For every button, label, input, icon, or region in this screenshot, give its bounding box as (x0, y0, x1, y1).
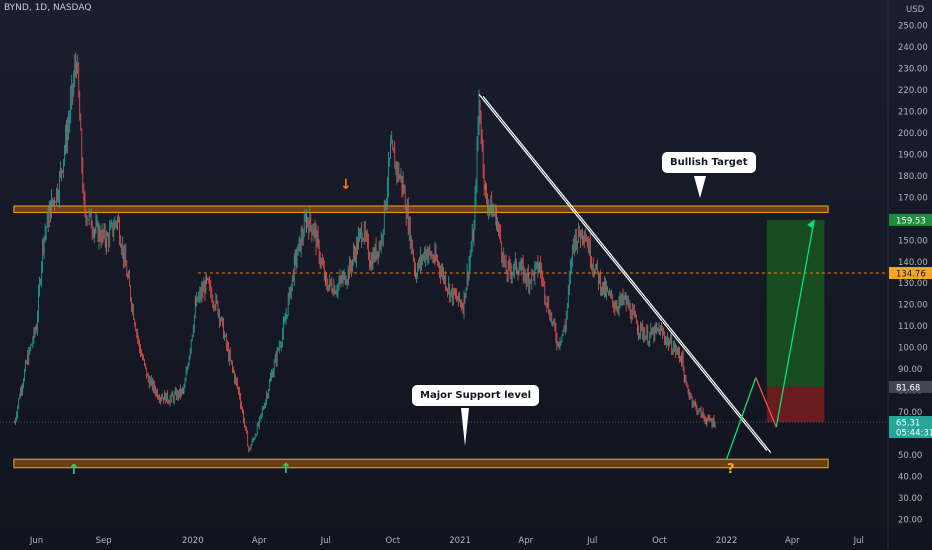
x-tick-label: 2022 (716, 536, 738, 546)
y-tick-label: 230.00 (898, 65, 928, 75)
projection-target-leg (775, 219, 815, 428)
trendline-upper (478, 94, 768, 451)
x-tick-label: Oct (386, 536, 401, 546)
x-tick-label: Jul (586, 536, 597, 546)
currency-label: USD (906, 5, 925, 15)
price-tag-dashed-level (889, 267, 932, 280)
y-tick-label: 210.00 (898, 108, 928, 118)
price-tag-label-last: 65.31 (896, 419, 920, 429)
price-tag-label-dashed-level: 134.76 (896, 270, 926, 280)
y-tick-label: 40.00 (898, 472, 922, 482)
y-tick-label: 140.00 (898, 258, 928, 268)
price-tag-last (889, 416, 932, 429)
major-support-callout-pointer (461, 408, 469, 446)
stop-zone (766, 386, 825, 423)
price-tag-label-stop: 81.68 (896, 383, 920, 393)
y-tick-label: 130.00 (898, 279, 928, 289)
support-zone (13, 458, 829, 469)
x-tick-label: Apr (518, 536, 533, 546)
y-tick-label: 50.00 (898, 451, 922, 461)
x-tick-label: Sep (96, 536, 112, 546)
y-tick-label: 120.00 (898, 301, 928, 311)
y-tick-label: 250.00 (898, 22, 928, 32)
ticker-label: BYND, 1D, NASDAQ (4, 3, 92, 13)
y-tick-label: 30.00 (898, 494, 922, 504)
x-tick-label: Jul (320, 536, 331, 546)
x-tick-label: 2021 (449, 536, 471, 546)
question-mark-icon: ? (727, 462, 735, 477)
x-tick-label: Jun (29, 536, 43, 546)
green-up-arrow-icon: ↑ (68, 462, 80, 478)
projection-rise (725, 377, 757, 460)
x-tick-label: Apr (785, 536, 800, 546)
major-support-callout: Major Support level (412, 385, 540, 406)
y-tick-label: 70.00 (898, 408, 922, 418)
green-up-arrow-icon: ↑ (280, 461, 292, 477)
trendline-lower (482, 96, 772, 453)
resistance-zone (13, 205, 829, 213)
y-tick-label: 150.00 (898, 236, 928, 246)
x-tick-label: 2020 (182, 536, 204, 546)
orange-down-arrow-icon: ↓ (340, 177, 352, 193)
y-tick-label: 90.00 (898, 365, 922, 375)
y-tick-label: 220.00 (898, 86, 928, 96)
y-tick-label: 180.00 (898, 172, 928, 182)
y-tick-label: 190.00 (898, 150, 928, 160)
x-tick-label: Oct (652, 536, 667, 546)
x-tick-label: Apr (252, 536, 267, 546)
y-tick-label: 240.00 (898, 43, 928, 53)
projection-pullback (755, 377, 777, 428)
y-tick-label: 20.00 (898, 515, 922, 525)
x-tick-label: Jul (853, 536, 864, 546)
price-tag-label-countdown: 05:44:31 (896, 429, 932, 439)
bullish-target-callout: Bullish Target (662, 152, 756, 173)
price-tag-target (889, 213, 932, 226)
price-tag-countdown (889, 426, 932, 439)
y-tick-label: 200.00 (898, 129, 928, 139)
y-tick-label: 110.00 (898, 322, 928, 332)
price-tag-label-target: 159.53 (896, 216, 926, 226)
y-tick-label: 170.00 (898, 193, 928, 203)
price-tag-stop (889, 380, 932, 393)
bullish-target-callout-pointer (694, 176, 706, 198)
y-tick-label: 100.00 (898, 344, 928, 354)
target-zone (766, 219, 825, 387)
projection-arrowhead (807, 219, 815, 229)
